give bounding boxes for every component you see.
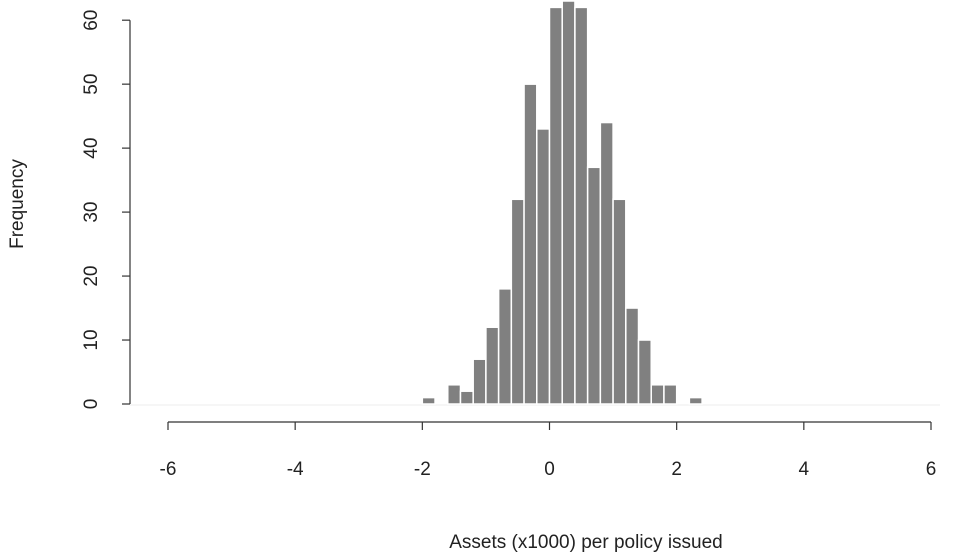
bar [536, 128, 551, 405]
bar [650, 384, 665, 405]
y-tick-label: 40 [81, 138, 102, 159]
x-tick-label: -4 [287, 459, 304, 480]
bar [688, 396, 703, 405]
x-tick-label: -2 [414, 459, 431, 480]
bar [637, 339, 652, 405]
x-tick-label: 2 [671, 459, 682, 480]
y-axis-title: Frequency [7, 159, 28, 249]
bar [612, 198, 627, 405]
bar [523, 83, 538, 405]
bar [663, 384, 678, 405]
x-tick-label: -6 [160, 459, 177, 480]
x-tick-label: 0 [544, 459, 555, 480]
y-tick-label: 30 [81, 202, 102, 223]
x-tick-label: 4 [799, 459, 810, 480]
bar [485, 326, 500, 405]
x-axis-title: Assets (x1000) per policy issued [449, 532, 723, 553]
bar [625, 307, 640, 405]
bar [510, 198, 525, 405]
bar [421, 396, 436, 405]
bar [497, 288, 513, 405]
y-tick-label: 10 [81, 329, 102, 350]
y-tick-label: 50 [81, 74, 102, 95]
bar [574, 6, 589, 405]
bar [548, 6, 563, 405]
bar [459, 390, 474, 405]
x-tick-label: 6 [926, 459, 937, 480]
y-tick-label: 0 [81, 399, 102, 410]
bar [447, 384, 462, 405]
bar [599, 121, 614, 405]
y-tick-label: 20 [81, 265, 102, 286]
bar [472, 358, 487, 405]
bar [561, 0, 576, 405]
bar [586, 166, 602, 405]
y-tick-label: 60 [81, 10, 102, 31]
